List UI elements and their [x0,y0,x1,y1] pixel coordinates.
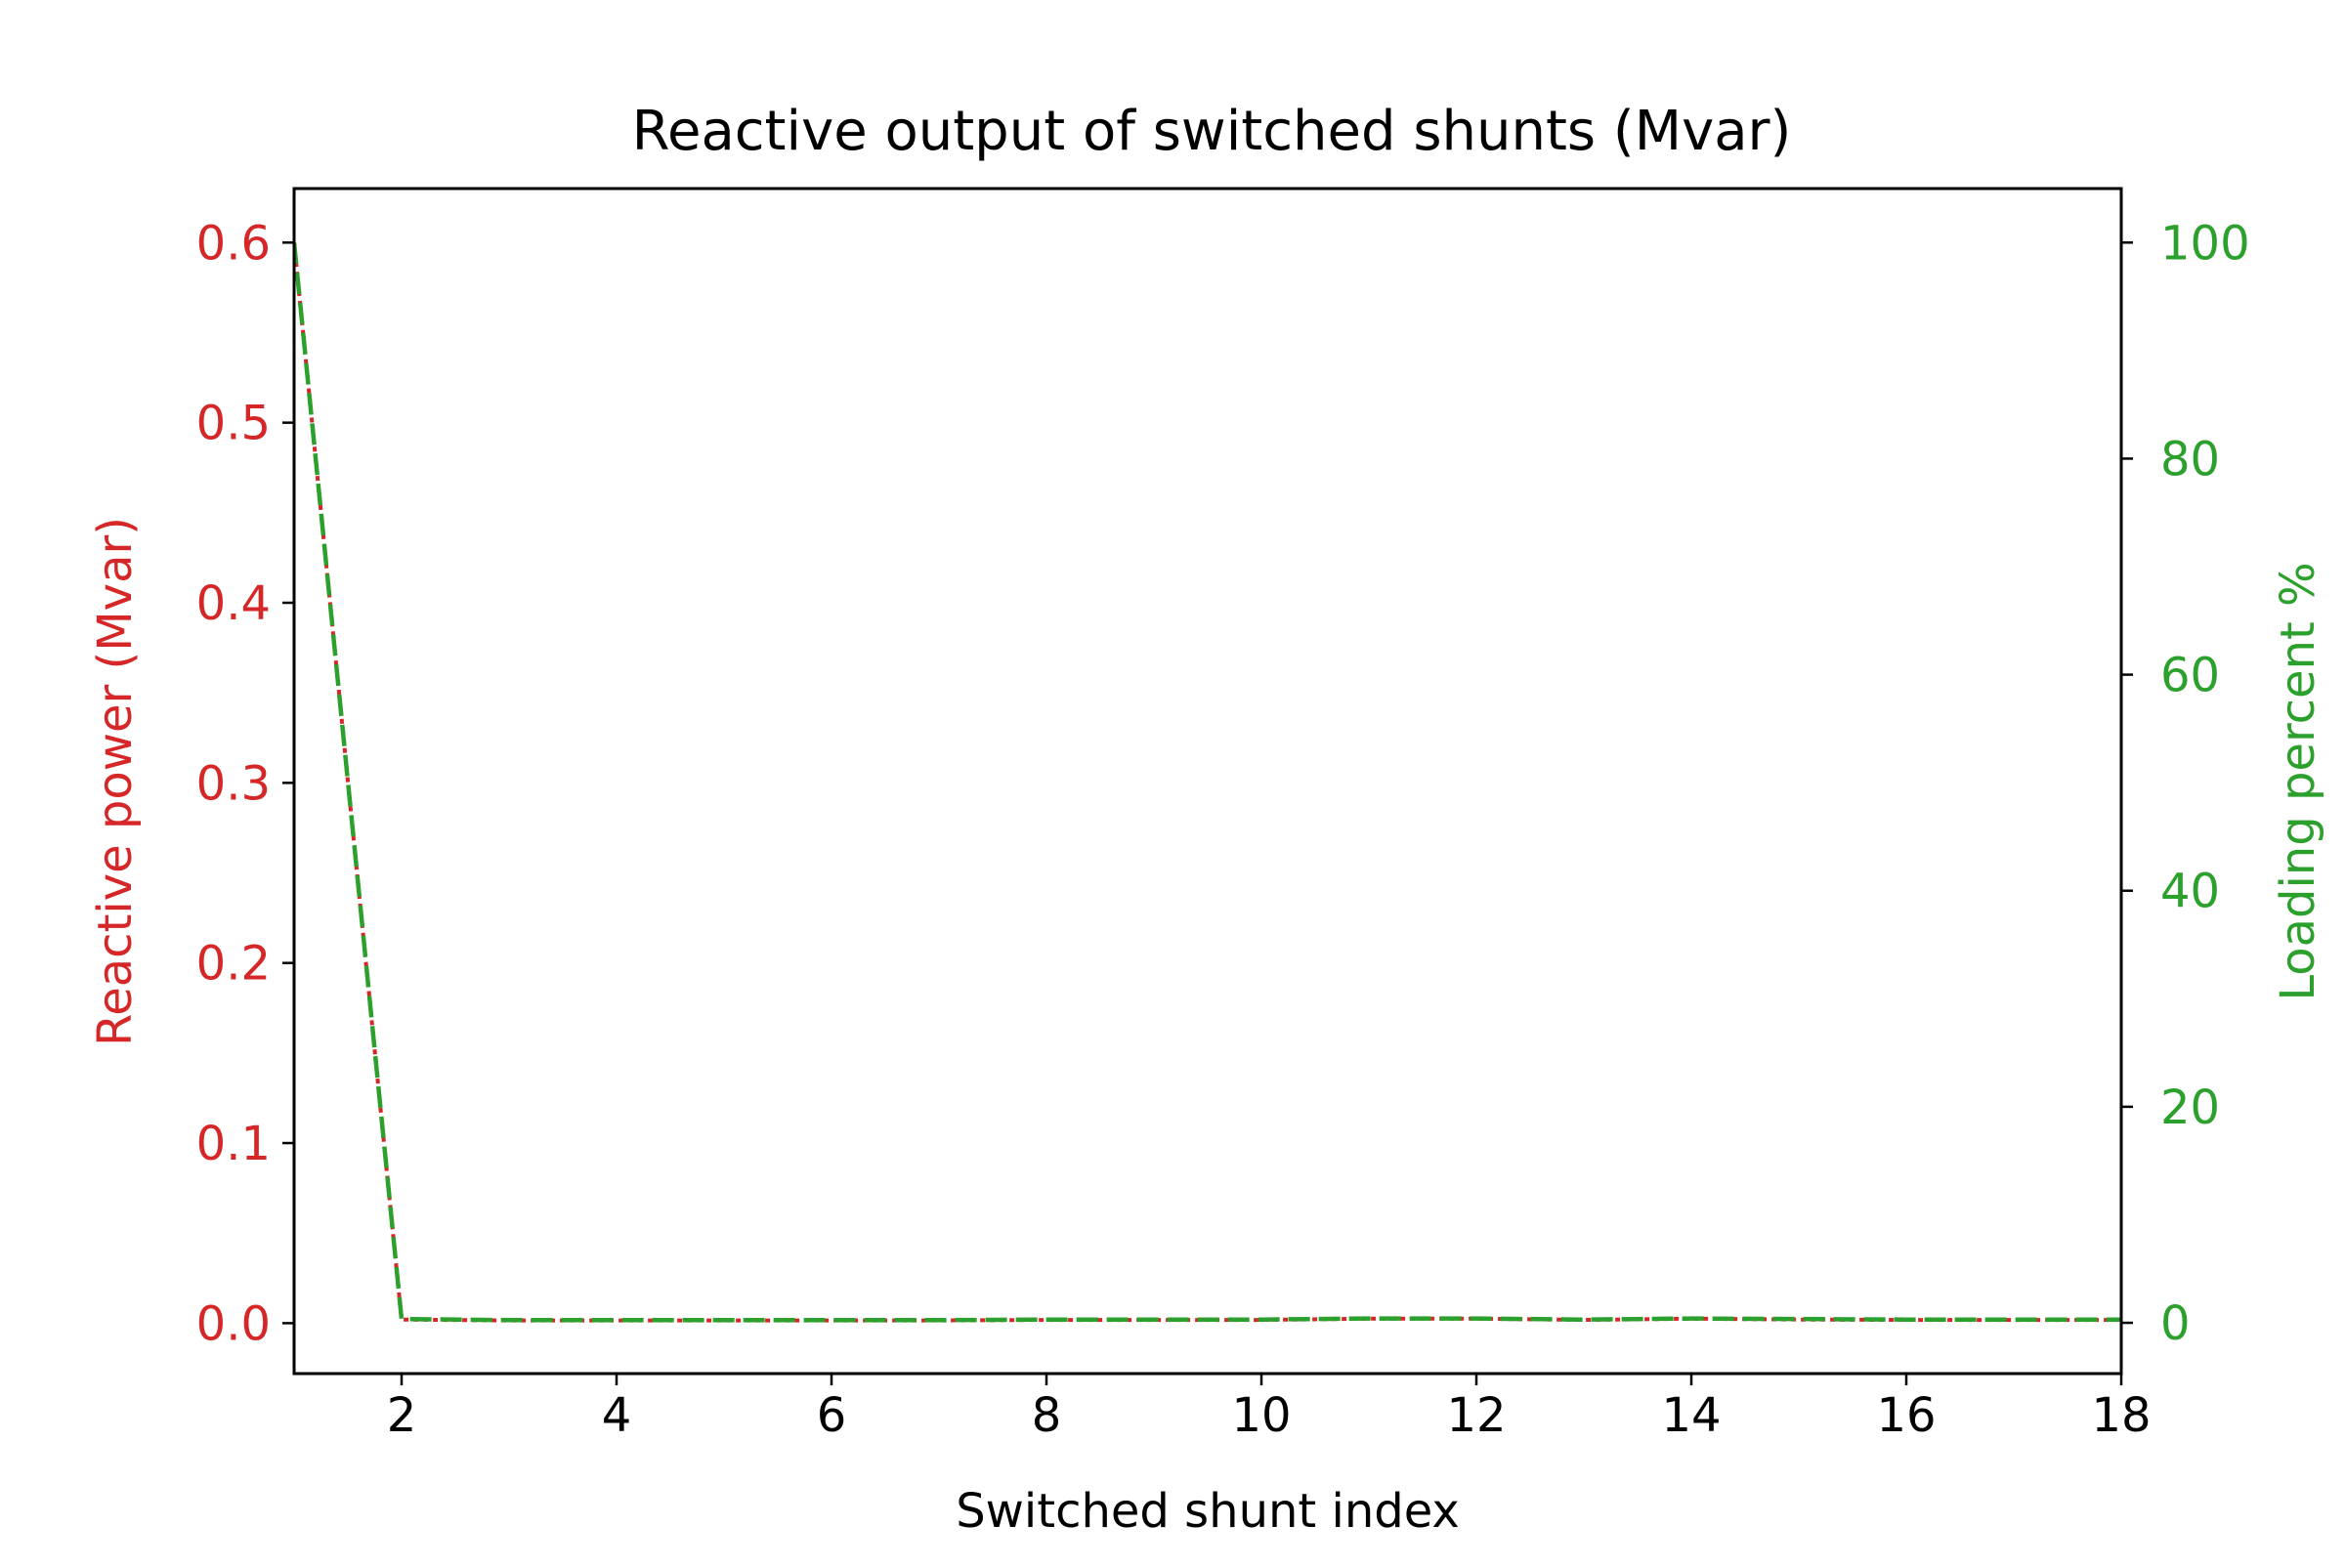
reactive-power-line [294,242,2121,1323]
y-left-tick-label: 0.5 [196,397,271,451]
x-tick-label: 6 [817,1388,847,1443]
y-right-tick-label: 100 [2160,216,2250,271]
x-tick-label: 4 [602,1388,632,1443]
x-tick-label: 18 [2091,1388,2151,1443]
y-right-tick-label: 0 [2160,1296,2191,1351]
series-layer [294,242,2121,1323]
y-left-tick-label: 0.6 [196,216,271,271]
x-tick-label: 12 [1446,1388,1506,1443]
y-left-tick-label: 0.1 [196,1117,271,1171]
x-tick-label: 10 [1231,1388,1291,1443]
y-left-tick-label: 0.3 [196,756,271,811]
y-right-tick-label: 60 [2160,649,2220,703]
y-left-tick-label: 0.4 [196,576,271,631]
series-group [294,242,2121,1323]
ticks-layer: 2 4 6 8 10 12 14 16 18 0.0 0.1 0.2 0.3 0.4 0.5 0.6 0 20 40… [196,216,2250,1443]
y-right-tick-label: 40 [2160,865,2220,919]
y-axis-label-right: Loading percent % [2271,562,2325,1000]
x-tick-label: 2 [387,1388,417,1443]
y-right-tick-label: 80 [2160,432,2220,487]
y-left-tick-label: 0.0 [196,1296,271,1351]
plot-frame [292,187,2123,1376]
x-tick-label: 14 [1661,1388,1721,1443]
x-tick-label: 8 [1032,1388,1062,1443]
x-tick-label: 16 [1876,1388,1936,1443]
y-axis-label-left: Reactive power (Mvar) [88,517,143,1046]
y-left-tick-label: 0.2 [196,937,271,992]
x-axis-label: Switched shunt index [956,1484,1460,1539]
loading-percent-line [294,242,2121,1323]
chart-title: Reactive output of switched shunts (Mvar… [632,100,1792,163]
y-right-tick-label: 20 [2160,1081,2220,1135]
